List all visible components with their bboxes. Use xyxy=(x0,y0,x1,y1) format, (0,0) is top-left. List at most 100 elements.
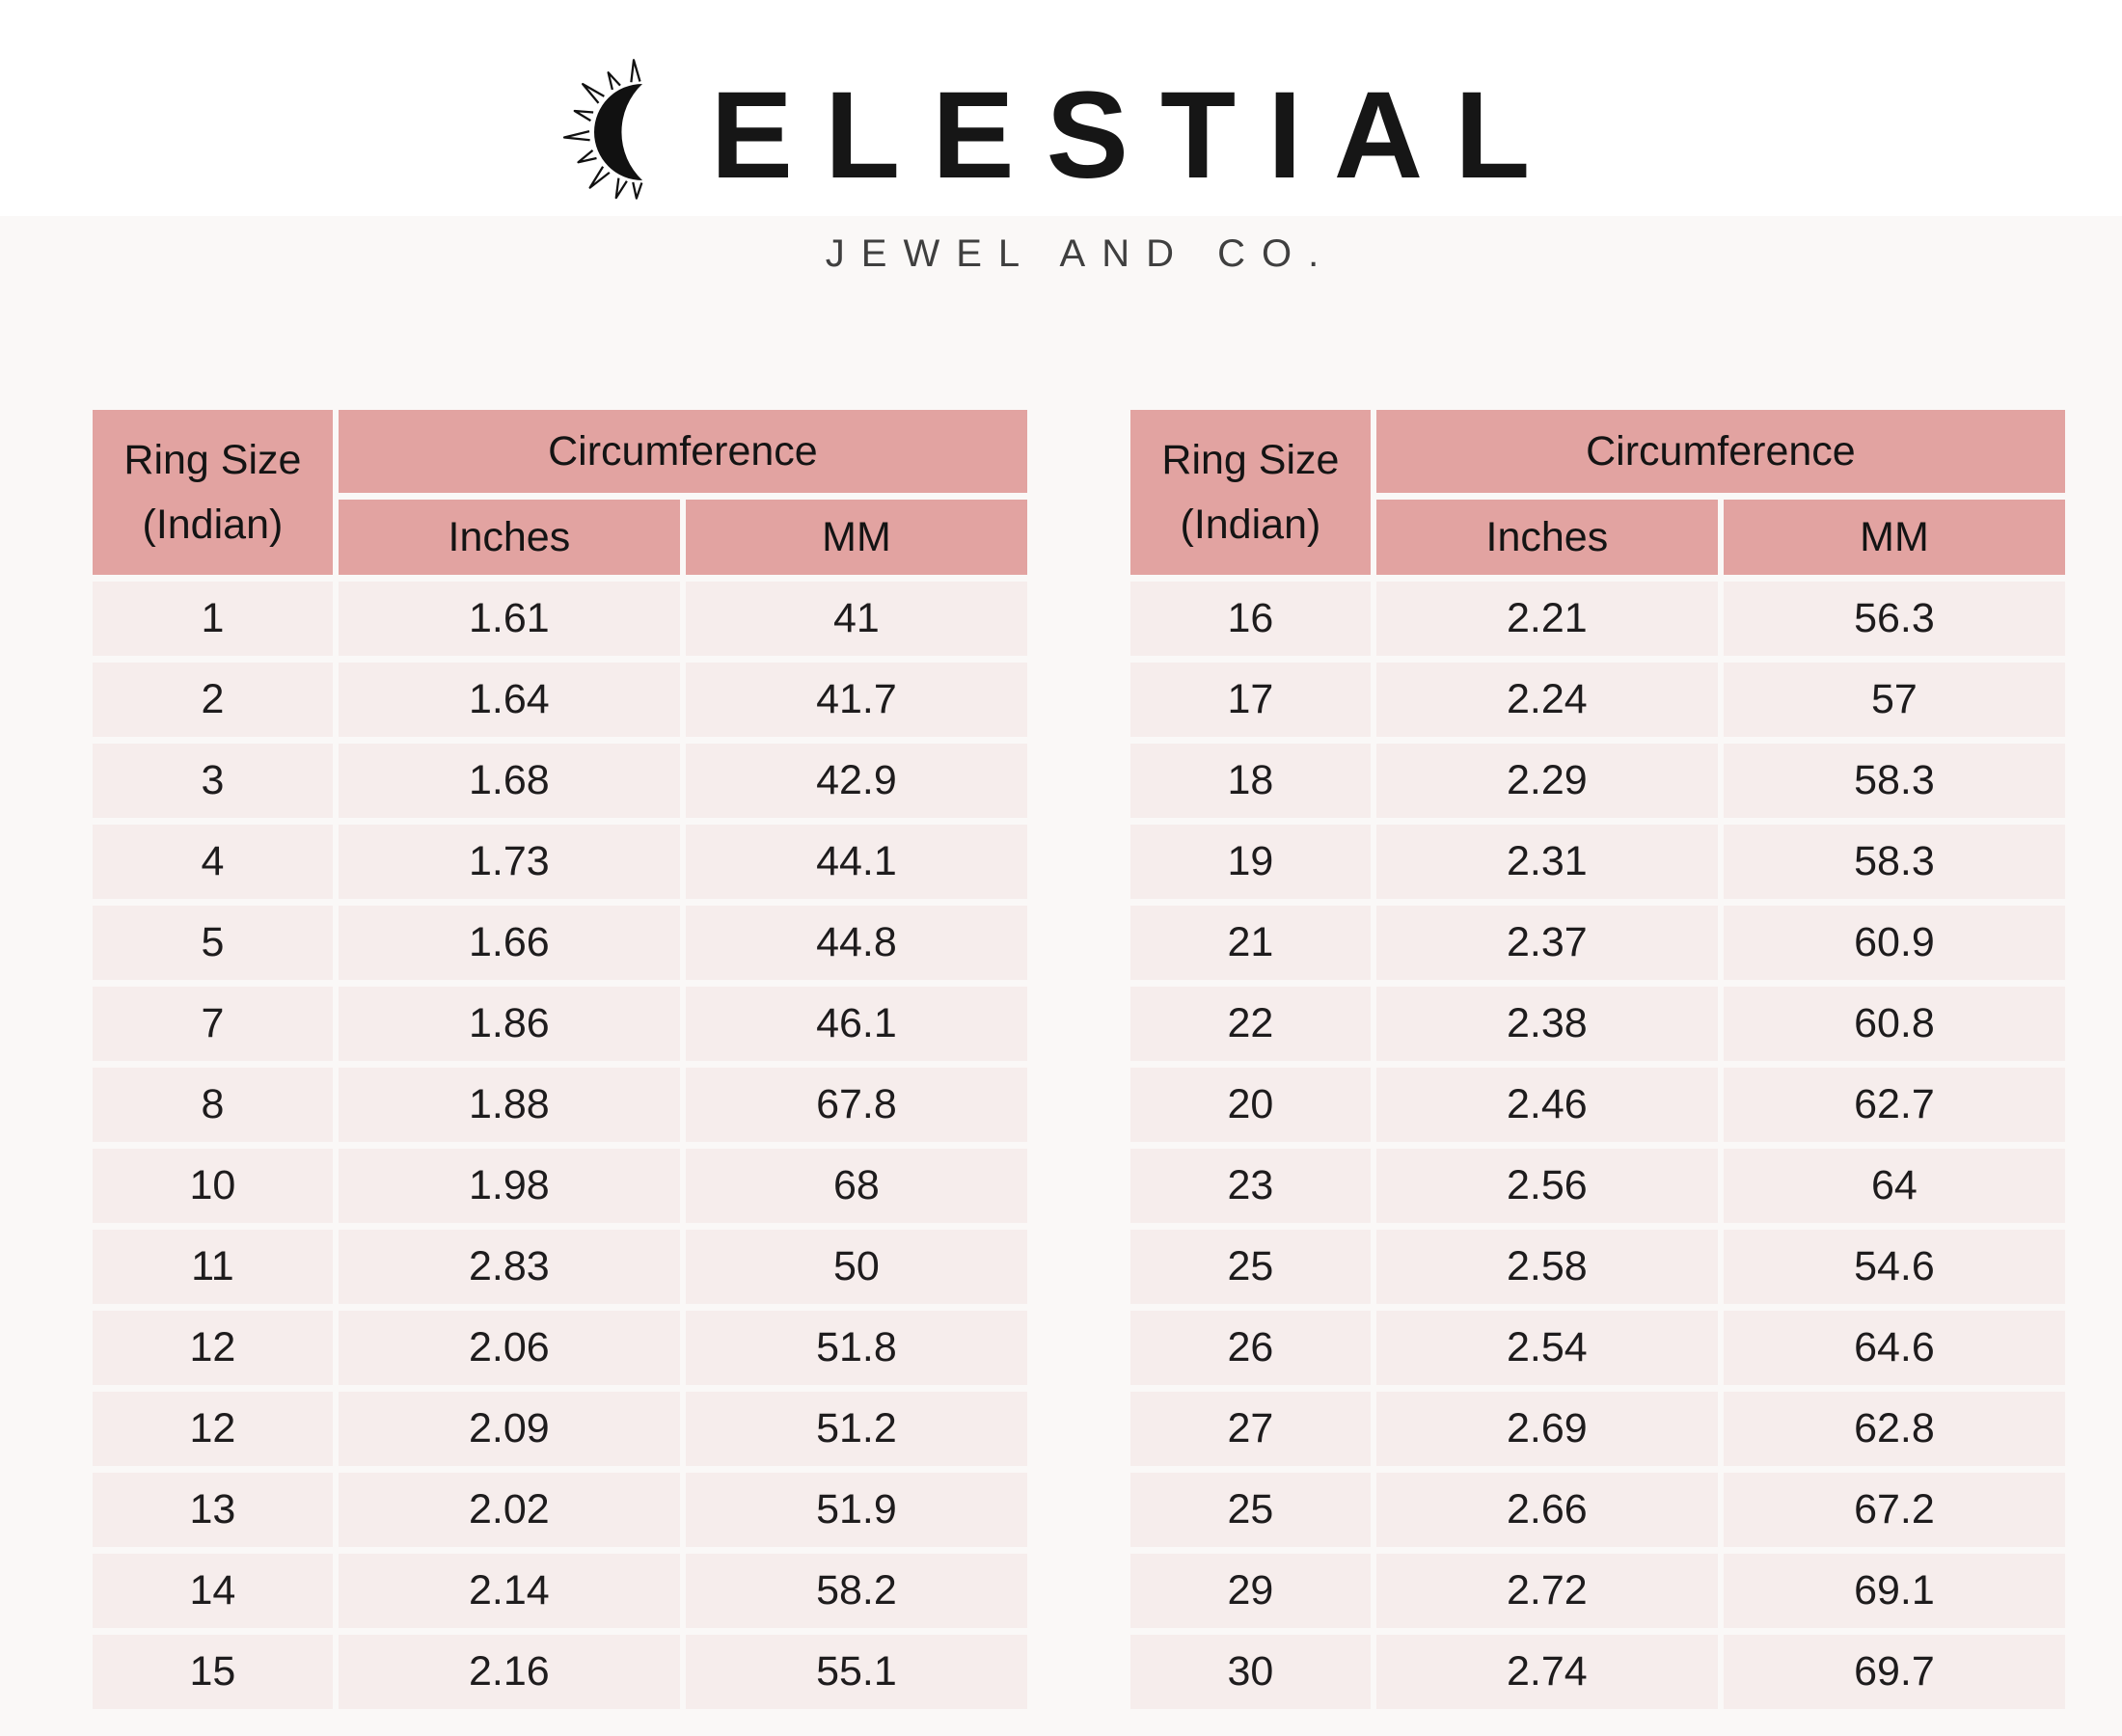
table-row: 3 1.68 42.9 xyxy=(93,744,1027,818)
table-row: 25 2.66 67.2 xyxy=(1130,1473,2065,1547)
inches-cell: 1.61 xyxy=(338,582,680,656)
ring-size-header: Ring Size (Indian) xyxy=(93,410,333,575)
inches-cell: 2.31 xyxy=(1375,825,1718,899)
mm-cell: 42.9 xyxy=(685,744,1027,818)
ring-size-cell: 7 xyxy=(93,987,333,1061)
ring-size-header: Ring Size (Indian) xyxy=(1130,410,1371,575)
mm-cell: 64.6 xyxy=(1723,1311,2065,1385)
ring-size-cell: 19 xyxy=(1130,825,1371,899)
table-row: 18 2.29 58.3 xyxy=(1130,744,2065,818)
inches-cell: 2.72 xyxy=(1375,1554,1718,1628)
mm-cell: 50 xyxy=(685,1230,1027,1304)
mm-cell: 46.1 xyxy=(685,987,1027,1061)
inches-cell: 2.29 xyxy=(1375,744,1718,818)
inches-cell: 2.21 xyxy=(1375,582,1718,656)
ring-size-cell: 16 xyxy=(1130,582,1371,656)
ring-size-cell: 23 xyxy=(1130,1149,1371,1223)
ring-size-cell: 22 xyxy=(1130,987,1371,1061)
ring-size-cell: 12 xyxy=(93,1311,333,1385)
ring-size-cell: 2 xyxy=(93,663,333,737)
table-row: 15 2.16 55.1 xyxy=(93,1635,1027,1709)
brand-logo: ELESTIAL JEWEL AND CO. xyxy=(0,0,2122,276)
ring-size-cell: 25 xyxy=(1130,1473,1371,1547)
ring-size-cell: 21 xyxy=(1130,906,1371,980)
inches-cell: 2.24 xyxy=(1375,663,1718,737)
mm-cell: 58.2 xyxy=(685,1554,1027,1628)
mm-cell: 67.2 xyxy=(1723,1473,2065,1547)
table-row: 4 1.73 44.1 xyxy=(93,825,1027,899)
circumference-header: Circumference xyxy=(338,410,1027,493)
table-row: 5 1.66 44.8 xyxy=(93,906,1027,980)
table-row: 29 2.72 69.1 xyxy=(1130,1554,2065,1628)
mm-cell: 51.9 xyxy=(685,1473,1027,1547)
inches-cell: 2.37 xyxy=(1375,906,1718,980)
table-row: 10 1.98 68 xyxy=(93,1149,1027,1223)
inches-cell: 2.38 xyxy=(1375,987,1718,1061)
inches-cell: 2.14 xyxy=(338,1554,680,1628)
mm-cell: 60.8 xyxy=(1723,987,2065,1061)
inches-cell: 2.46 xyxy=(1375,1068,1718,1142)
inches-cell: 2.06 xyxy=(338,1311,680,1385)
table-row: 16 2.21 56.3 xyxy=(1130,582,2065,656)
mm-cell: 44.8 xyxy=(685,906,1027,980)
mm-cell: 51.2 xyxy=(685,1392,1027,1466)
table-row: 8 1.88 67.8 xyxy=(93,1068,1027,1142)
ring-size-cell: 15 xyxy=(93,1635,333,1709)
mm-cell: 68 xyxy=(685,1149,1027,1223)
table-row: 2 1.64 41.7 xyxy=(93,663,1027,737)
ring-size-cell: 1 xyxy=(93,582,333,656)
ring-size-cell: 26 xyxy=(1130,1311,1371,1385)
mm-header: MM xyxy=(1723,500,2065,575)
inches-cell: 2.69 xyxy=(1375,1392,1718,1466)
mm-cell: 69.7 xyxy=(1723,1635,2065,1709)
table-row: 19 2.31 58.3 xyxy=(1130,825,2065,899)
inches-cell: 2.74 xyxy=(1375,1635,1718,1709)
ring-size-table-left: Ring Size (Indian) Circumference Inches … xyxy=(87,403,1033,1716)
mm-cell: 54.6 xyxy=(1723,1230,2065,1304)
mm-cell: 51.8 xyxy=(685,1311,1027,1385)
mm-header: MM xyxy=(685,500,1027,575)
inches-cell: 2.54 xyxy=(1375,1311,1718,1385)
ring-size-cell: 20 xyxy=(1130,1068,1371,1142)
mm-cell: 41.7 xyxy=(685,663,1027,737)
ring-size-cell: 12 xyxy=(93,1392,333,1466)
inches-cell: 1.73 xyxy=(338,825,680,899)
inches-cell: 2.16 xyxy=(338,1635,680,1709)
ring-size-cell: 14 xyxy=(93,1554,333,1628)
ring-size-cell: 25 xyxy=(1130,1230,1371,1304)
mm-cell: 44.1 xyxy=(685,825,1027,899)
table-row: 25 2.58 54.6 xyxy=(1130,1230,2065,1304)
mm-cell: 57 xyxy=(1723,663,2065,737)
inches-header: Inches xyxy=(1375,500,1718,575)
mm-cell: 60.9 xyxy=(1723,906,2065,980)
table-row: 30 2.74 69.7 xyxy=(1130,1635,2065,1709)
ring-size-cell: 27 xyxy=(1130,1392,1371,1466)
mm-cell: 62.8 xyxy=(1723,1392,2065,1466)
inches-cell: 1.68 xyxy=(338,744,680,818)
size-tables: Ring Size (Indian) Circumference Inches … xyxy=(87,403,2071,1716)
ring-size-cell: 8 xyxy=(93,1068,333,1142)
table-row: 11 2.83 50 xyxy=(93,1230,1027,1304)
inches-cell: 1.64 xyxy=(338,663,680,737)
table-row: 27 2.69 62.8 xyxy=(1130,1392,2065,1466)
mm-cell: 56.3 xyxy=(1723,582,2065,656)
table-row: 13 2.02 51.9 xyxy=(93,1473,1027,1547)
table-row: 14 2.14 58.2 xyxy=(93,1554,1027,1628)
ring-size-cell: 18 xyxy=(1130,744,1371,818)
mm-cell: 67.8 xyxy=(685,1068,1027,1142)
mm-cell: 62.7 xyxy=(1723,1068,2065,1142)
mm-cell: 69.1 xyxy=(1723,1554,2065,1628)
ring-size-cell: 30 xyxy=(1130,1635,1371,1709)
ring-size-header-line1: Ring Size xyxy=(123,436,302,483)
inches-cell: 2.56 xyxy=(1375,1149,1718,1223)
ring-size-cell: 4 xyxy=(93,825,333,899)
mm-cell: 55.1 xyxy=(685,1635,1027,1709)
table-row: 20 2.46 62.7 xyxy=(1130,1068,2065,1142)
ring-size-cell: 11 xyxy=(93,1230,333,1304)
inches-cell: 2.58 xyxy=(1375,1230,1718,1304)
table-row: 21 2.37 60.9 xyxy=(1130,906,2065,980)
table-row: 12 2.09 51.2 xyxy=(93,1392,1027,1466)
ring-size-cell: 3 xyxy=(93,744,333,818)
ring-size-table-right: Ring Size (Indian) Circumference Inches … xyxy=(1125,403,2071,1716)
mm-cell: 58.3 xyxy=(1723,825,2065,899)
